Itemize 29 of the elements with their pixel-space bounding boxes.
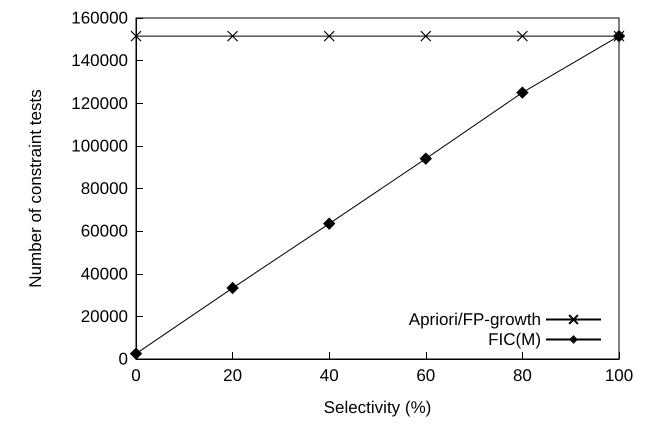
point	[130, 30, 142, 42]
point	[516, 86, 528, 99]
point	[226, 282, 239, 294]
x-tick-label: 0	[131, 366, 141, 385]
x-tick-label: 40	[320, 366, 339, 385]
y-tick-label: 40000	[80, 264, 128, 284]
y-tick-label: 80000	[80, 179, 128, 198]
point	[130, 348, 142, 360]
y-tick-label: 120000	[71, 94, 128, 113]
y-tick-label: 100000	[71, 136, 128, 156]
point	[420, 152, 432, 165]
x-tick-label: 80	[512, 366, 532, 385]
legend-label: Apriori/FP-growth	[408, 310, 541, 329]
point	[516, 30, 528, 42]
x-tick-label: 20	[223, 366, 242, 385]
point	[420, 30, 432, 42]
point	[227, 30, 238, 42]
x-tick-label: 100	[604, 366, 634, 385]
y-tick-label: 0	[118, 350, 128, 368]
y-tick-label: 20000	[80, 306, 128, 326]
y-tick-label: 140000	[71, 51, 128, 70]
x-axis-title: Selectivity (%)	[324, 398, 432, 417]
x-tick-label: 60	[416, 366, 436, 385]
point	[323, 218, 336, 230]
legend-label: FIC(M)	[488, 330, 541, 349]
y-tick-label: 60000	[80, 222, 128, 241]
point	[324, 30, 335, 42]
y-tick-label: 160000	[71, 8, 128, 28]
y-axis-title: Number of constraint tests	[26, 89, 45, 288]
